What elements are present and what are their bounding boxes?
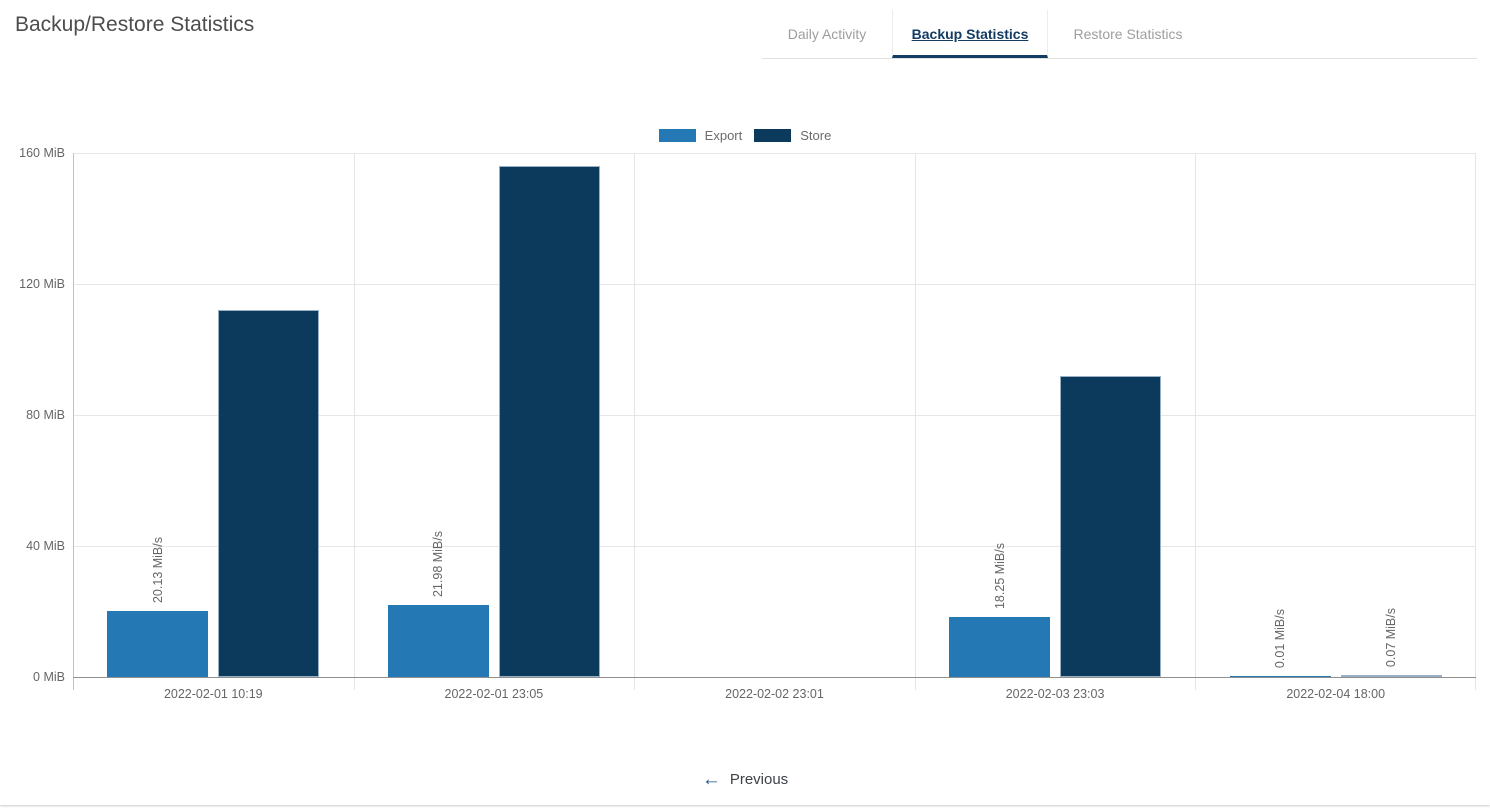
gridline-horizontal: [73, 546, 1476, 547]
bar-export-1[interactable]: [387, 605, 489, 677]
bar-value-label: 20.13 MiB/s: [150, 537, 165, 604]
bar-store-3[interactable]: [1060, 375, 1162, 677]
legend-label-export: Export: [704, 128, 743, 143]
bar-store-1[interactable]: [498, 166, 600, 677]
bar-value-label: 0.07 MiB/s: [1384, 607, 1399, 667]
legend-item-export[interactable]: Export: [658, 128, 743, 143]
previous-button[interactable]: ← Previous: [702, 770, 788, 789]
bar-value-label: 0.01 MiB/s: [1273, 608, 1288, 668]
tab-backup-statistics[interactable]: Backup Statistics: [892, 10, 1048, 58]
gridline-vertical: [914, 153, 916, 690]
pagination: ← Previous: [0, 770, 1490, 789]
x-axis-tick-label: 2022-02-03 23:03: [1005, 687, 1105, 701]
bar-export-3[interactable]: [949, 617, 1051, 677]
x-axis-tick-label: 2022-02-01 23:05: [444, 687, 544, 701]
gridline-horizontal: [73, 284, 1476, 285]
x-axis-tick-label: 2022-02-04 18:00: [1286, 687, 1386, 701]
gridline-vertical: [1475, 153, 1476, 690]
x-axis-tick-label: 2022-02-01 10:19: [163, 687, 263, 701]
x-axis-tick-label: 2022-02-02 23:01: [725, 687, 824, 701]
chart-legend: Export Store: [0, 128, 1490, 143]
bar-store-4[interactable]: [1340, 675, 1442, 677]
store-swatch-icon: [754, 129, 792, 142]
y-axis-line: [73, 153, 74, 690]
bar-export-4[interactable]: [1229, 676, 1331, 677]
y-axis-tick-label: 80 MiB: [26, 408, 65, 422]
bar-export-0[interactable]: [107, 611, 209, 677]
tab-bar: Daily Activity Backup Statistics Restore…: [762, 10, 1477, 59]
gridline-vertical: [634, 153, 636, 690]
y-axis-tick-label: 120 MiB: [19, 277, 65, 291]
y-axis-tick-label: 160 MiB: [19, 146, 65, 160]
x-axis-line: [73, 677, 1476, 678]
legend-label-store: Store: [800, 128, 832, 143]
backup-statistics-chart: 20.13 MiB/s 21.98 MiB/s 18.25 MiB/s 0.01 Mi…: [73, 153, 1476, 701]
export-swatch-icon: [658, 129, 696, 142]
y-axis-tick-label: 0 MiB: [33, 670, 65, 684]
bar-value-label: 18.25 MiB/s: [992, 543, 1007, 610]
gridline-vertical: [1195, 153, 1197, 690]
previous-label: Previous: [729, 771, 789, 788]
gridline-horizontal: [73, 153, 1476, 154]
bar-value-label: 21.98 MiB/s: [431, 531, 446, 598]
page-title: Backup/Restore Statistics: [15, 13, 255, 36]
gridline-horizontal: [73, 415, 1476, 416]
tab-daily-activity[interactable]: Daily Activity: [787, 26, 867, 42]
arrow-left-icon: ←: [701, 769, 721, 790]
legend-item-store[interactable]: Store: [754, 128, 831, 143]
y-axis-tick-label: 40 MiB: [26, 539, 65, 553]
tab-restore-statistics[interactable]: Restore Statistics: [1073, 26, 1183, 42]
bar-store-0[interactable]: [218, 310, 320, 677]
gridline-vertical: [353, 153, 355, 690]
